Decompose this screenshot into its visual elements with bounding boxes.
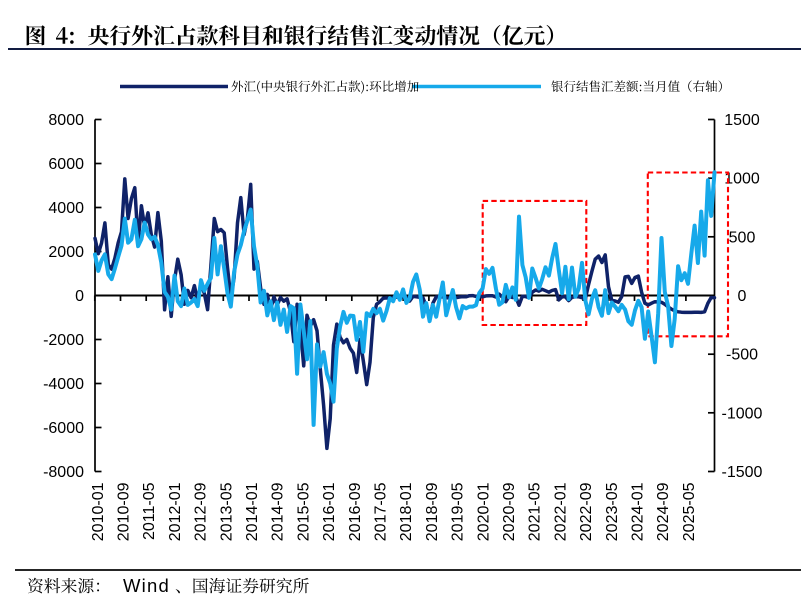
svg-text:2000: 2000 (48, 244, 84, 261)
svg-text:2018-09: 2018-09 (424, 482, 441, 541)
svg-text:-1000: -1000 (722, 405, 763, 422)
svg-text:2011-05: 2011-05 (141, 482, 158, 540)
svg-text:1000: 1000 (724, 171, 760, 188)
svg-text:2024-09: 2024-09 (655, 482, 672, 541)
svg-text:2012-09: 2012-09 (193, 482, 210, 541)
svg-text:0: 0 (738, 288, 747, 305)
svg-text:2019-05: 2019-05 (450, 482, 467, 541)
svg-text:2010-01: 2010-01 (90, 482, 107, 541)
svg-text:-6000: -6000 (43, 420, 84, 437)
svg-text:2016-01: 2016-01 (321, 482, 338, 541)
svg-text:2020-09: 2020-09 (501, 482, 518, 541)
svg-text:2025-05: 2025-05 (681, 482, 698, 541)
svg-text:2014-01: 2014-01 (244, 482, 261, 541)
svg-text:500: 500 (729, 229, 756, 246)
svg-text:2022-01: 2022-01 (552, 482, 569, 541)
svg-text:1500: 1500 (724, 112, 760, 129)
svg-text:-1500: -1500 (722, 464, 763, 481)
svg-text:2010-09: 2010-09 (116, 482, 133, 541)
svg-text:2021-05: 2021-05 (527, 482, 544, 541)
svg-text:0: 0 (75, 288, 84, 305)
svg-text:-500: -500 (726, 347, 758, 364)
svg-text:6000: 6000 (48, 156, 84, 173)
svg-text:2024-01: 2024-01 (630, 482, 647, 541)
svg-text:-8000: -8000 (43, 464, 84, 481)
svg-text:2023-05: 2023-05 (604, 482, 621, 541)
svg-text:2018-01: 2018-01 (398, 482, 415, 541)
svg-text:2015-05: 2015-05 (295, 482, 312, 541)
svg-text:2017-05: 2017-05 (373, 482, 390, 541)
svg-text:8000: 8000 (48, 112, 84, 129)
svg-text:-4000: -4000 (43, 376, 84, 393)
svg-text:2016-09: 2016-09 (347, 482, 364, 541)
svg-text:2014-09: 2014-09 (270, 482, 287, 541)
svg-text:2022-09: 2022-09 (578, 482, 595, 541)
svg-text:2020-01: 2020-01 (475, 482, 492, 541)
svg-text:-2000: -2000 (43, 332, 84, 349)
svg-text:2013-05: 2013-05 (218, 482, 235, 541)
svg-text:4000: 4000 (48, 200, 84, 217)
svg-text:2012-01: 2012-01 (167, 482, 184, 541)
